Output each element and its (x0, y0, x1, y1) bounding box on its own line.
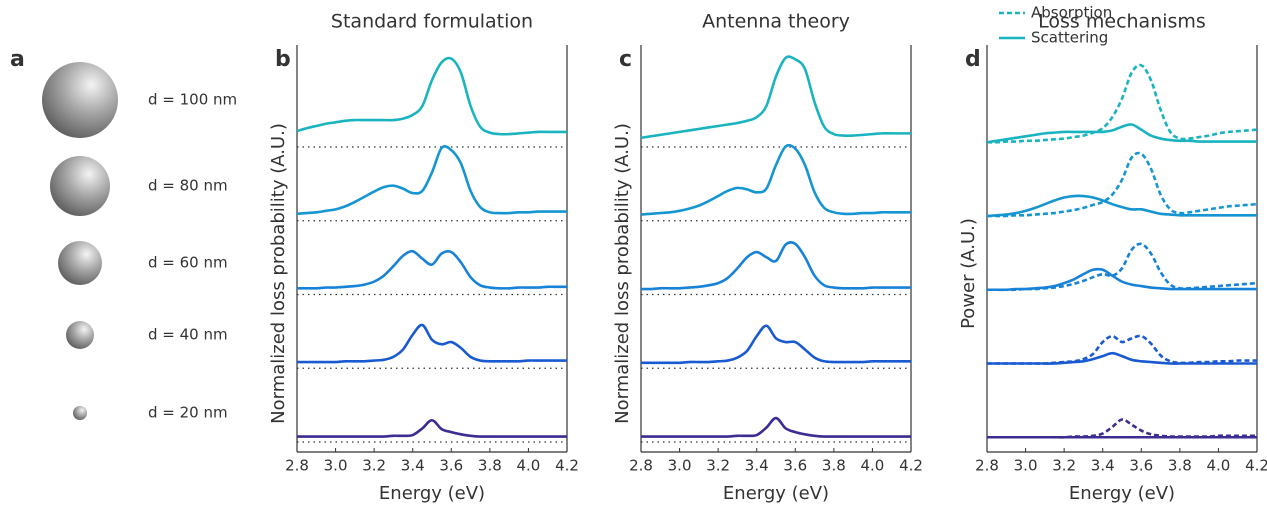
series-line (297, 418, 567, 438)
x-tick-label: 4.2 (1245, 457, 1267, 475)
x-tick-label: 3.6 (1129, 457, 1153, 475)
x-tick-label: 3.6 (439, 457, 463, 475)
sphere (50, 156, 110, 216)
panel-label: c (619, 47, 632, 72)
x-tick-label: 3.2 (1052, 457, 1076, 475)
x-tick-label: 3.8 (1168, 457, 1192, 475)
series-line (297, 249, 567, 290)
chart-title: Loss mechanisms (1038, 11, 1206, 33)
y-axis-label: Power (A.U.) (958, 218, 979, 329)
series-line (296, 56, 567, 136)
series-line (987, 151, 1258, 218)
series-line (987, 334, 1257, 365)
sphere (73, 406, 87, 420)
x-tick-label: 4.2 (899, 457, 923, 475)
x-tick-label: 4.0 (860, 457, 884, 475)
x-axis-label: Energy (eV) (1069, 483, 1175, 504)
series-line (987, 418, 1257, 439)
x-tick-label: 4.0 (1206, 457, 1230, 475)
legend-label: Scattering (1031, 29, 1108, 47)
x-tick-label: 3.4 (401, 457, 425, 475)
sphere-label: d = 60 nm (148, 254, 228, 272)
series-line (986, 194, 1257, 218)
sphere-label: d = 80 nm (148, 177, 228, 195)
series-line (986, 123, 1257, 144)
x-axis-label: Energy (eV) (379, 483, 485, 504)
series-line (640, 143, 911, 216)
panel-label: a (10, 47, 25, 72)
panel-label: d (965, 47, 981, 72)
x-tick-label: 4.2 (555, 457, 579, 475)
sphere-label: d = 100 nm (148, 91, 237, 109)
legend-label: Absorption (1031, 4, 1112, 22)
x-tick-label: 2.8 (629, 457, 653, 475)
x-tick-label: 3.2 (706, 457, 730, 475)
sphere-label: d = 40 nm (148, 326, 228, 344)
x-tick-label: 3.4 (1091, 457, 1115, 475)
chart-title: Antenna theory (702, 11, 850, 33)
series-line (640, 55, 911, 140)
x-tick-label: 3.2 (362, 457, 386, 475)
sphere (66, 321, 94, 349)
series-line (987, 267, 1257, 292)
x-tick-label: 2.8 (285, 457, 309, 475)
y-axis-label: Normalized loss probability (A.U.) (612, 123, 633, 424)
series-line (986, 63, 1258, 144)
series-line (640, 241, 911, 291)
x-axis-label: Energy (eV) (723, 483, 829, 504)
sphere (58, 241, 102, 285)
series-line (640, 324, 911, 365)
series-line (297, 323, 567, 364)
x-tick-label: 3.4 (745, 457, 769, 475)
x-tick-label: 3.0 (324, 457, 348, 475)
y-axis-label: Normalized loss probability (A.U.) (268, 123, 289, 424)
series-line (987, 242, 1258, 292)
x-tick-label: 3.8 (822, 457, 846, 475)
panel-label: b (275, 47, 291, 72)
x-tick-label: 4.0 (516, 457, 540, 475)
series-line (641, 416, 911, 438)
x-tick-label: 3.8 (478, 457, 502, 475)
chart-title: Standard formulation (331, 11, 533, 33)
x-tick-label: 3.0 (1014, 457, 1038, 475)
x-tick-label: 2.8 (975, 457, 999, 475)
sphere-label: d = 20 nm (148, 404, 228, 422)
series-line (987, 351, 1257, 365)
sphere (42, 62, 118, 138)
x-tick-label: 3.6 (783, 457, 807, 475)
x-tick-label: 3.0 (668, 457, 692, 475)
series-line (296, 145, 567, 216)
